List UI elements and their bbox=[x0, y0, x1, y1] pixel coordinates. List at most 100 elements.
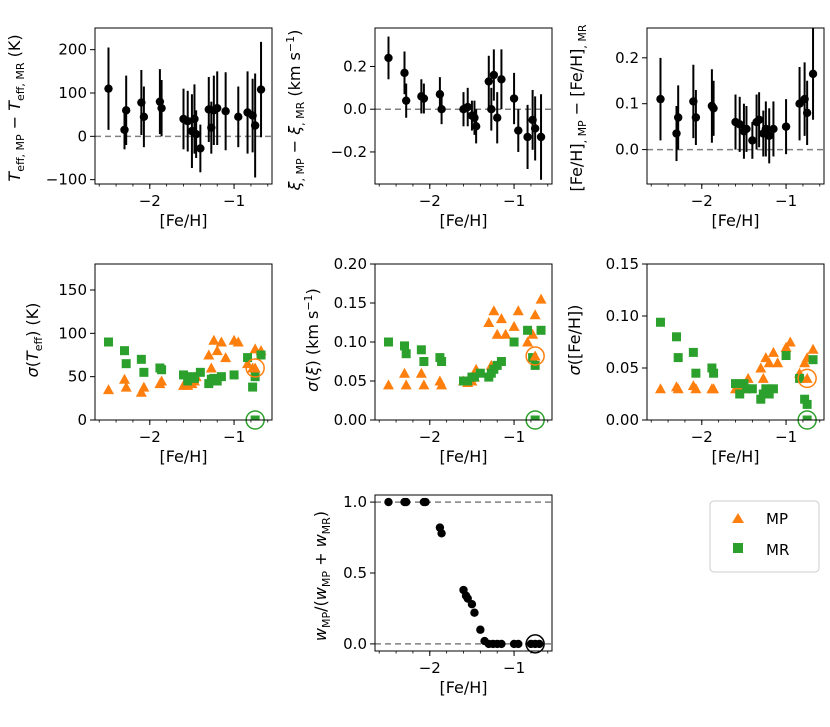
marker-mr-1 bbox=[400, 341, 409, 351]
marker-mr-20 bbox=[802, 399, 812, 409]
y-tick-label-3: 0.15 bbox=[334, 294, 367, 312]
marker-mr-13 bbox=[758, 389, 768, 399]
x-tick-label-1: −1 bbox=[775, 192, 797, 210]
data-point-2 bbox=[401, 96, 411, 105]
data-point-8 bbox=[183, 116, 192, 126]
data-point-6 bbox=[437, 105, 446, 114]
data-point-6 bbox=[437, 529, 446, 538]
marker-mp-15 bbox=[211, 345, 223, 356]
marker-mp-13 bbox=[205, 362, 217, 373]
marker-mp-3 bbox=[135, 386, 147, 397]
x-axis-label: [Fe/H] bbox=[159, 211, 207, 230]
axes-frame bbox=[374, 494, 553, 652]
y-tick-label-0: 0.0 bbox=[615, 141, 639, 159]
data-point-17 bbox=[497, 639, 506, 649]
marker-mr-7 bbox=[731, 379, 740, 389]
marker-mp-18 bbox=[780, 341, 792, 352]
data-point-11 bbox=[470, 608, 479, 617]
y-tick-label-1: 50 bbox=[68, 368, 87, 386]
marker-mr-3 bbox=[688, 347, 698, 357]
data-point-13 bbox=[487, 105, 496, 114]
marker-mp-14 bbox=[488, 305, 500, 316]
data-point-18 bbox=[514, 126, 523, 135]
marker-mp-2 bbox=[400, 379, 412, 390]
marker-mr-2 bbox=[673, 353, 683, 363]
y-tick-label-2: 100 bbox=[58, 324, 87, 342]
marker-mp-3 bbox=[415, 367, 427, 378]
y-tick-label-0: 0 bbox=[77, 411, 87, 429]
marker-mr-17 bbox=[509, 337, 519, 347]
marker-mp-2 bbox=[120, 381, 132, 392]
data-point-4 bbox=[421, 497, 430, 507]
x-tick-label-0: −2 bbox=[691, 428, 713, 446]
data-point-5 bbox=[435, 90, 445, 99]
marker-mp-23 bbox=[535, 293, 547, 304]
ylabel-delta-teff: Teff, MP − Teff, MR (K) bbox=[5, 34, 27, 181]
data-point-12 bbox=[196, 144, 205, 153]
marker-mr-16 bbox=[768, 384, 778, 394]
marker-mr-4 bbox=[691, 368, 701, 378]
axes-frame bbox=[94, 263, 273, 421]
data-point-18 bbox=[781, 122, 791, 131]
circled-marker-0 bbox=[249, 362, 261, 373]
x-tick-label-1: −1 bbox=[223, 428, 245, 446]
circled-marker-0 bbox=[801, 372, 813, 383]
panel-sigma-xi: σ(ξ) (km s−1) −2 −1 0.00 0.05 0.10 0.15 0.20 [F… bbox=[302, 255, 553, 466]
marker-mr-18 bbox=[523, 325, 533, 335]
panel-delta-xi: ξ, MP − ξ, MR (km s−1) −2 −1 −0.2 0.0 0.2 [Fe… bbox=[284, 27, 553, 230]
marker-mr-14 bbox=[761, 384, 771, 394]
data-point-16 bbox=[213, 103, 222, 113]
y-tick-label-2: 0.10 bbox=[606, 307, 639, 325]
marker-mr-10 bbox=[189, 373, 199, 383]
ylabel-sigma-feh: σ([Fe/H]) bbox=[565, 305, 584, 376]
plot-area bbox=[382, 293, 547, 420]
x-tick-label-1: −1 bbox=[503, 192, 525, 210]
marker-mr-17 bbox=[781, 351, 791, 361]
marker-mr-6 bbox=[437, 357, 447, 366]
data-point-21 bbox=[802, 108, 812, 118]
marker-mp-16 bbox=[767, 346, 779, 357]
marker-mp-15 bbox=[491, 328, 503, 339]
marker-mp-12 bbox=[203, 349, 215, 360]
marker-mp-19 bbox=[232, 336, 244, 347]
panel-weight: wMP/(wMP + wMR) −2 −1 0.0 0.5 1.0 [Fe/H] bbox=[311, 493, 553, 697]
ylabel-sigma-teff: σ(Teff) (K) bbox=[23, 303, 45, 378]
marker-mp-6 bbox=[708, 383, 720, 394]
marker-mr-21 bbox=[256, 350, 266, 360]
marker-mr-2 bbox=[401, 349, 411, 359]
plot-area bbox=[95, 41, 272, 178]
data-point-15 bbox=[761, 124, 771, 134]
x-tick-label-1: −1 bbox=[775, 428, 797, 446]
x-axis-label: [Fe/H] bbox=[711, 447, 759, 466]
data-point-8 bbox=[463, 102, 472, 112]
marker-mp-16 bbox=[215, 336, 227, 347]
marker-mp-18 bbox=[508, 320, 520, 331]
data-point-10 bbox=[190, 114, 199, 124]
x-tick-label-1: −1 bbox=[223, 192, 245, 210]
data-point-10 bbox=[467, 600, 477, 609]
marker-mp-14 bbox=[208, 334, 220, 345]
panel-sigma-feh: σ([Fe/H]) −2 −1 0.00 0.05 0.10 0.15 [Fe/H] bbox=[565, 255, 825, 466]
marker-mp-23 bbox=[807, 343, 819, 354]
data-point-11 bbox=[748, 136, 757, 145]
y-tick-label-2: 0.2 bbox=[343, 57, 367, 75]
marker-mp-17 bbox=[772, 357, 784, 368]
data-point-12 bbox=[484, 77, 493, 86]
x-axis-label: [Fe/H] bbox=[439, 211, 487, 230]
data-point-22 bbox=[256, 85, 266, 94]
circled-marker-0 bbox=[529, 350, 541, 361]
data-point-21 bbox=[530, 124, 540, 133]
plot-area bbox=[375, 36, 552, 180]
x-tick-label-0: −2 bbox=[139, 428, 161, 446]
legend-mp-label: MP bbox=[766, 510, 788, 528]
marker-mr-18 bbox=[243, 353, 253, 363]
marker-mp-4 bbox=[418, 379, 430, 390]
y-tick-label-1: 0.0 bbox=[343, 100, 367, 118]
data-point-2 bbox=[673, 113, 683, 122]
data-point-17 bbox=[769, 124, 778, 134]
marker-mr-1 bbox=[120, 346, 129, 356]
marker-mp-4 bbox=[690, 383, 702, 394]
data-point-14 bbox=[489, 70, 499, 80]
data-point-11 bbox=[471, 122, 481, 131]
y-tick-label-3: 150 bbox=[58, 281, 87, 299]
